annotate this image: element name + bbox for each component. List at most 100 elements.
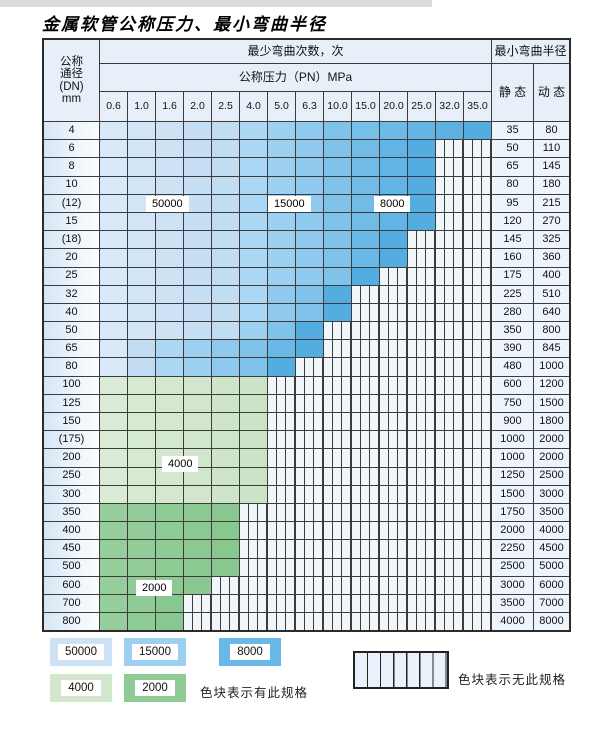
pressure-cell-8000 <box>324 285 351 303</box>
dynamic-radius-cell: 215 <box>534 194 569 212</box>
pressure-cell-none <box>240 576 267 594</box>
dynamic-radius-cell: 845 <box>534 340 569 358</box>
pressure-cell-none <box>408 249 435 267</box>
pressure-cell-none <box>324 576 351 594</box>
pressure-cell-none <box>408 285 435 303</box>
pressure-cell-15000 <box>212 358 239 376</box>
pressure-cell-50000 <box>212 194 239 212</box>
pressure-cell-15000 <box>296 267 323 285</box>
row-dn-cell: 8 <box>44 158 99 176</box>
pressure-cell-none <box>436 285 463 303</box>
pressure-cell-8000 <box>240 340 267 358</box>
pressure-cell-none <box>464 467 491 485</box>
cycles-label-15000: 15000 <box>268 196 311 212</box>
pressure-cell-none <box>268 594 295 613</box>
pressure-cell-4000 <box>100 413 127 431</box>
dynamic-radius-cell: 2500 <box>534 467 569 485</box>
pressure-cell-8000 <box>352 140 379 158</box>
pressure-cell-4000 <box>240 431 267 449</box>
pressure-cell-none <box>324 540 351 558</box>
pressure-cell-8000 <box>324 267 351 285</box>
scan-artifact-strip <box>0 0 432 7</box>
row-dn-cell: 40 <box>44 303 99 322</box>
pressure-cell-none <box>296 467 323 485</box>
pressure-cell-4000 <box>184 413 211 431</box>
pressure-cell-50000 <box>100 140 127 158</box>
pressure-cell-8000 <box>352 158 379 176</box>
dynamic-radius-cell: 5000 <box>534 558 569 576</box>
pressure-cell-4000 <box>212 485 239 503</box>
pressure-cell-none <box>268 485 295 503</box>
pressure-cell-none <box>324 394 351 412</box>
pressure-cell-8000 <box>324 303 351 322</box>
static-radius-cell: 750 <box>492 394 533 412</box>
pressure-cell-none <box>296 358 323 376</box>
pressure-cell-4000 <box>128 431 155 449</box>
pressure-cell-4000 <box>184 431 211 449</box>
pressure-cell-none <box>464 613 491 631</box>
pressure-cell-none <box>464 594 491 613</box>
pressure-cell-4000 <box>100 394 127 412</box>
pressure-cell-4000 <box>184 376 211 394</box>
pressure-cell-none <box>464 485 491 503</box>
pressure-cell-4000 <box>240 467 267 485</box>
dynamic-radius-cell: 360 <box>534 249 569 267</box>
pressure-cell-none <box>268 522 295 540</box>
pressure-cell-8000 <box>408 140 435 158</box>
pressure-cell-none <box>436 158 463 176</box>
row-dn-cell: 350 <box>44 503 99 522</box>
page-title: 金属软管公称压力、最小弯曲半径 <box>42 15 327 35</box>
pressure-cell-8000 <box>380 249 407 267</box>
pressure-cell-none <box>436 431 463 449</box>
pressure-cell-8000 <box>352 267 379 285</box>
pressure-cell-none <box>352 503 379 522</box>
pressure-cell-none <box>464 576 491 594</box>
pressure-cell-none <box>296 394 323 412</box>
dn-header-cell: 公称 通径 (DN) mm <box>44 40 99 121</box>
pressure-cell-none <box>464 231 491 249</box>
dynamic-header: 动 态 <box>534 64 569 121</box>
pressure-cell-8000 <box>296 340 323 358</box>
legend-swatch-label: 4000 <box>61 680 101 696</box>
dynamic-radius-cell: 4000 <box>534 522 569 540</box>
pressure-cell-none <box>324 467 351 485</box>
static-radius-cell: 600 <box>492 376 533 394</box>
static-radius-cell: 350 <box>492 322 533 340</box>
pressure-cell-4000 <box>128 413 155 431</box>
dynamic-radius-cell: 2000 <box>534 431 569 449</box>
row-dn-cell: 25 <box>44 267 99 285</box>
static-radius-cell: 1000 <box>492 449 533 467</box>
row-dn-cell: 4 <box>44 122 99 140</box>
pressure-cell-none <box>352 394 379 412</box>
pressure-cell-50000 <box>156 122 183 140</box>
pressure-cell-4000 <box>100 376 127 394</box>
pressure-cell-none <box>408 358 435 376</box>
pressure-cell-50000 <box>156 267 183 285</box>
pressure-cell-none <box>408 485 435 503</box>
pressure-cell-50000 <box>212 322 239 340</box>
pressure-cell-none <box>380 522 407 540</box>
pressure-cell-4000 <box>156 413 183 431</box>
pressure-cell-8000 <box>408 212 435 231</box>
row-dn-cell: 700 <box>44 594 99 613</box>
dn-header-line: (DN) <box>59 80 84 93</box>
pressure-value-header: 25.0 <box>408 92 435 121</box>
static-radius-cell: 80 <box>492 176 533 194</box>
pressure-value-header: 20.0 <box>380 92 407 121</box>
pressure-cell-50000 <box>128 322 155 340</box>
pressure-cell-none <box>352 376 379 394</box>
legend-swatch-8000: 8000 <box>219 638 281 666</box>
pressure-cell-none <box>324 613 351 631</box>
dynamic-radius-cell: 640 <box>534 303 569 322</box>
pressure-cell-2000 <box>184 522 211 540</box>
static-radius-cell: 175 <box>492 267 533 285</box>
static-radius-cell: 65 <box>492 158 533 176</box>
pressure-cell-4000 <box>212 394 239 412</box>
pressure-cell-50000 <box>156 231 183 249</box>
pressure-cell-none <box>436 376 463 394</box>
pressure-value-header: 6.3 <box>296 92 323 121</box>
pressure-cell-15000 <box>268 303 295 322</box>
pressure-cell-2000 <box>156 522 183 540</box>
pressure-cell-none <box>268 413 295 431</box>
